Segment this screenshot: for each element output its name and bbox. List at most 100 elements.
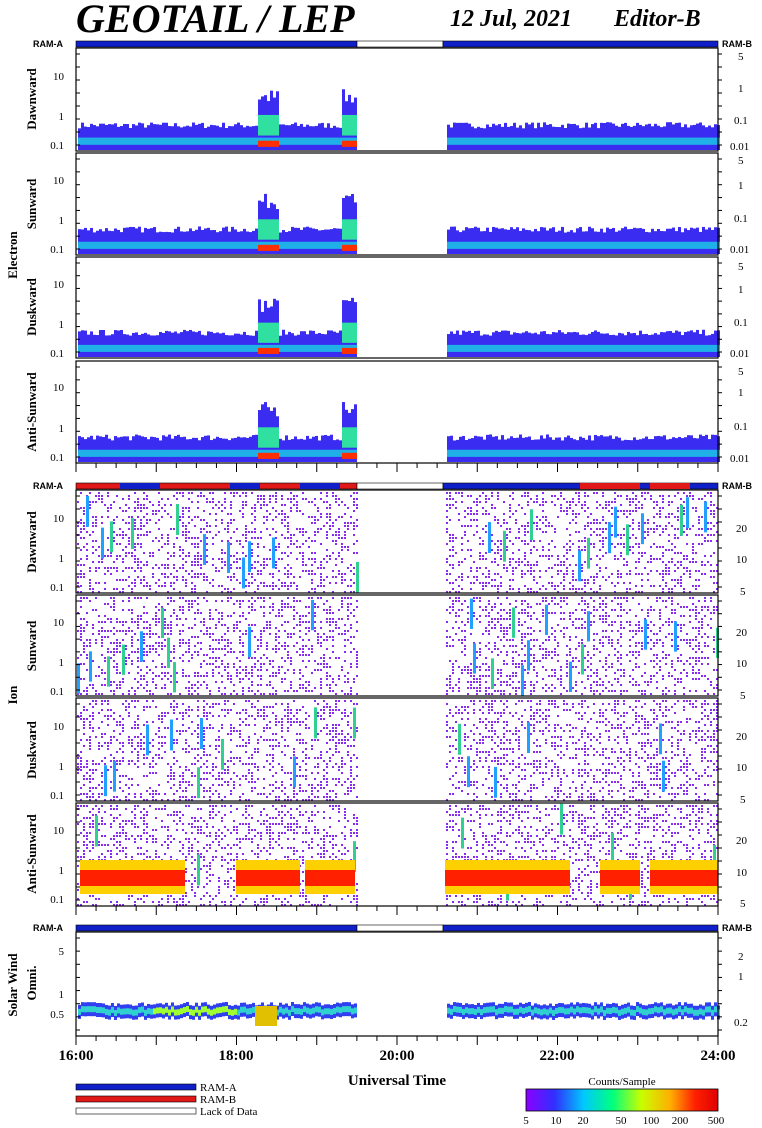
panel-e-dawnward [75,47,722,152]
panel-label-i-duskward: Duskward [24,720,39,779]
tick-e4-01: 0.1 [50,452,64,464]
cb-tick-50: 50 [616,1115,628,1127]
rtick-i2-10: 10 [736,658,748,670]
rtick-i4-20: 20 [736,835,748,847]
ticks-sw: 5 1 0.5 2 1 0.2 [50,946,748,1029]
panel-label-sw-omni: Omni. [24,965,39,1000]
ticks-ion: 10 1 0.1 10 1 0.1 10 1 0.1 10 1 0.1 20 1… [50,513,747,910]
ram-b-label-sw: RAM-B [722,923,752,933]
tick-i2-01: 0.1 [50,686,64,698]
panel-label-i-antisunward: Anti-Sunward [24,813,39,893]
rtick-sw-1: 1 [738,971,744,983]
tick-e1-01: 0.1 [50,140,64,152]
editor-label: Editor-B [613,6,701,32]
panel-e-antisunward [75,360,722,464]
rtick-e1-1: 1 [738,83,744,95]
legend-label-ram-b: RAM-B [200,1094,236,1106]
tick-i2-10: 10 [53,617,65,629]
rtick-e4-5: 5 [738,366,744,378]
ram-bar-electron [75,40,719,48]
tick-e1-1: 1 [59,111,65,123]
tick-e2-01: 0.1 [50,244,64,256]
rtick-e2-001: 0.01 [730,244,749,256]
tick-e4-10: 10 [53,382,65,394]
time-ticks [75,463,719,472]
rtick-i2-20: 20 [736,627,748,639]
time-ticks [75,1036,719,1045]
rtick-e3-5: 5 [738,261,744,273]
panel-label-i-dawnward: Dawnward [24,511,39,573]
rtick-sw-02: 0.2 [734,1017,748,1029]
rtick-e1-001: 0.01 [730,141,749,153]
ram-bar-sw [75,924,719,932]
cb-tick-500: 500 [708,1115,725,1127]
rtick-e1-5: 5 [738,51,744,63]
rtick-e2-01: 0.1 [734,213,748,225]
tick-i4-01: 0.1 [50,894,64,906]
panel-label-e-antisunward: Anti-Sunward [24,371,39,451]
x-tick-2200: 22:00 [540,1048,575,1064]
rtick-e2-1: 1 [738,180,744,192]
legend-swatch-lack [75,1107,197,1115]
rtick-i4-10: 10 [736,867,748,879]
date-label: 12 Jul, 2021 [450,6,572,32]
cb-tick-5: 5 [523,1115,529,1127]
rtick-sw-2: 2 [738,951,744,963]
section-label-solar-wind: Solar Wind [5,953,20,1017]
tick-e2-10: 10 [53,175,65,187]
rtick-i3-5: 5 [740,794,746,806]
tick-sw-1: 1 [59,989,65,1001]
legend-label-lack: Lack of Data [200,1106,258,1118]
x-tick-1600: 16:00 [59,1048,94,1064]
panel-e-sunward [75,152,722,256]
tick-i1-1: 1 [59,553,65,565]
tick-i2-1: 1 [59,657,65,669]
tick-i3-1: 1 [59,761,65,773]
rtick-e4-01: 0.1 [734,421,748,433]
main-title: GEOTAIL / LEP [76,0,355,41]
rtick-i2-5: 5 [740,690,746,702]
panel-label-e-dawnward: Dawnward [24,68,39,130]
legend-swatch-ram-b [75,1095,197,1103]
tick-i4-10: 10 [53,825,65,837]
panel-label-i-sunward: Sunward [24,620,39,671]
panel-i-antisunward [75,802,722,907]
ram-b-label-ion: RAM-B [722,481,752,491]
rtick-i4-5: 5 [740,898,746,910]
tick-i3-10: 10 [53,721,65,733]
colorbar-gradient [525,1088,719,1112]
tick-i4-1: 1 [59,865,65,877]
rtick-e3-1: 1 [738,284,744,296]
tick-i1-10: 10 [53,513,65,525]
x-tick-2400: 24:00 [701,1048,736,1064]
cb-tick-10: 10 [551,1115,563,1127]
ram-a-label-sw: RAM-A [33,923,63,933]
rtick-e3-01: 0.1 [734,317,748,329]
rtick-i3-20: 20 [736,731,748,743]
panel-label-e-sunward: Sunward [24,178,39,229]
tick-i1-01: 0.1 [50,582,64,594]
tick-e3-1: 1 [59,319,65,331]
tick-sw-5: 5 [59,946,65,958]
rtick-i1-5: 5 [740,586,746,598]
cb-tick-20: 20 [578,1115,590,1127]
colorbar-label: Counts/Sample [588,1076,655,1088]
tick-e3-10: 10 [53,279,65,291]
legend-swatch-ram-a [75,1083,197,1091]
legend-label-ram-a: RAM-A [200,1082,237,1094]
colorbar: Counts/Sample 5 10 20 50 100 200 500 [523,1076,725,1127]
rtick-e1-01: 0.1 [734,115,748,127]
tick-e1-10: 10 [53,71,65,83]
rtick-e3-001: 0.01 [730,348,749,360]
panel-i-dawnward [75,489,722,594]
tick-e2-1: 1 [59,215,65,227]
cb-tick-200: 200 [672,1115,689,1127]
x-tick-2000: 20:00 [380,1048,415,1064]
time-ticks [75,906,719,915]
ram-bar-ion [75,482,719,490]
ram-a-label-ion: RAM-A [33,481,63,491]
ram-a-label-electron: RAM-A [33,39,63,49]
x-axis-label: Universal Time [348,1073,447,1089]
panel-e-duskward [75,256,722,359]
